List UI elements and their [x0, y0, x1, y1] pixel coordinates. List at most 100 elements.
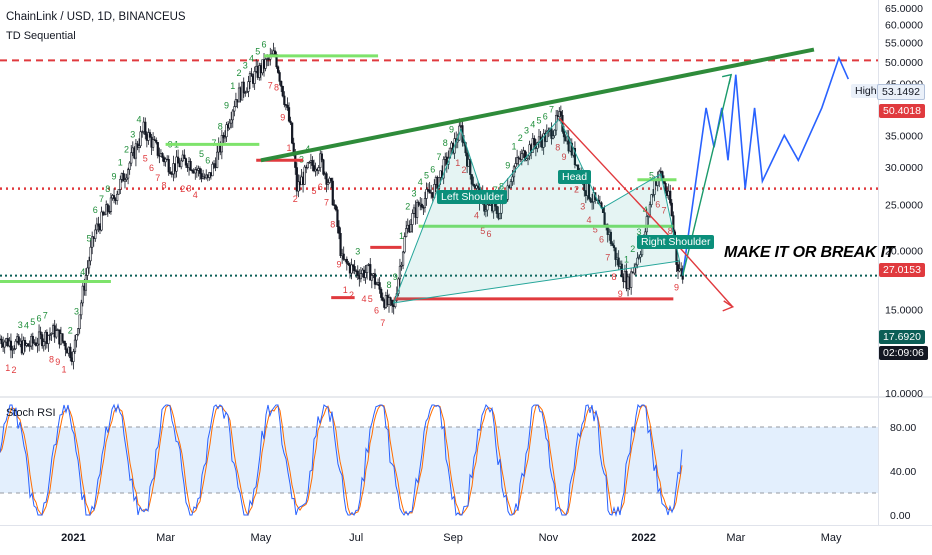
candle-body [403, 236, 406, 253]
td-count: 4 [193, 190, 198, 200]
candle-body [517, 157, 520, 159]
td-count: 1 [399, 231, 404, 241]
td-count: 2 [518, 133, 523, 143]
candle-body [600, 202, 603, 208]
candle-body [637, 256, 641, 259]
candle-body [148, 132, 152, 138]
candle-body [351, 264, 355, 267]
price-tick-label: 55.0000 [885, 37, 923, 49]
candle-body [330, 178, 333, 182]
td-count: 5 [199, 149, 204, 159]
td-count: 6 [599, 235, 604, 245]
candle-body [28, 345, 31, 348]
candle-body [278, 72, 281, 82]
td-count: 9 [280, 112, 285, 122]
td-count: 5 [368, 294, 373, 304]
td-count: 5 [593, 225, 598, 235]
candle-body [247, 81, 250, 92]
candle-body [253, 71, 256, 84]
candle-body [242, 81, 245, 94]
td-count: 3 [580, 201, 585, 211]
candle-body [156, 142, 159, 156]
candle-body [3, 341, 6, 348]
td-count: 9 [112, 171, 117, 181]
candle-body [106, 204, 109, 212]
candle-body [119, 178, 122, 190]
candle-body [183, 154, 186, 159]
candle-body [387, 297, 391, 305]
candle-body [373, 273, 377, 285]
high-value-badge: 53.1492 [877, 84, 925, 100]
candle-body [283, 95, 286, 105]
candle-body [311, 160, 314, 166]
td-count: 4 [530, 120, 535, 130]
candle-body [41, 334, 44, 347]
candle-body [476, 185, 480, 188]
high-label: High [851, 84, 881, 98]
candle-body [589, 198, 592, 202]
candle-body [164, 158, 167, 163]
candle-body [248, 73, 252, 82]
td-count: 2 [349, 290, 354, 300]
candle-body [139, 131, 142, 147]
td-count: 5 [424, 171, 429, 181]
candle-body [87, 260, 91, 269]
time-axis-label: May [251, 532, 272, 544]
candle-body [264, 59, 267, 69]
td-count: 2 [293, 194, 298, 204]
candle-body [551, 135, 555, 139]
candle-body [411, 213, 414, 225]
candle-body [442, 158, 445, 179]
candle-body [366, 264, 369, 273]
candle-body [144, 121, 147, 135]
td-count: 8 [443, 138, 448, 148]
td-count: 5 [255, 46, 260, 56]
candle-body [550, 128, 553, 139]
candle-body [545, 131, 548, 142]
td-count: 6 [486, 229, 491, 239]
candle-body [516, 157, 519, 164]
time-axis-label: 2021 [61, 532, 85, 544]
price-tick-label: 10.0000 [885, 388, 923, 400]
td-count: 3 [636, 227, 641, 237]
td-count: 8 [555, 142, 560, 152]
candle-body [48, 334, 52, 336]
td-count: 6 [149, 163, 154, 173]
candle-body [650, 194, 653, 205]
candle-body [617, 257, 620, 267]
candle-body [347, 263, 350, 266]
time-axis-label: Mar [726, 532, 745, 544]
candle-body [553, 129, 556, 136]
candle-body [498, 212, 502, 219]
td-count: 2 [630, 244, 635, 254]
head-label: Head [558, 170, 592, 184]
td-count: 8 [218, 122, 223, 132]
candle-body [350, 264, 353, 274]
candle-body [31, 336, 34, 344]
candle-body [62, 340, 66, 344]
candle-body [291, 122, 294, 144]
right-shoulder-label: Right Shoulder [637, 235, 715, 249]
candle-body [339, 233, 342, 256]
candle-body [559, 111, 562, 116]
td-count: 7 [99, 194, 104, 204]
td-count: 2 [574, 185, 579, 195]
td-count: 3 [18, 320, 23, 330]
td-count: 5 [143, 154, 148, 164]
td-count: 6 [430, 165, 435, 175]
candle-body [289, 120, 292, 124]
td-count: 4 [80, 267, 85, 277]
candle-body [533, 138, 536, 145]
td-count: 6 [93, 205, 98, 215]
candle-body [77, 328, 80, 335]
td-count: 5 [480, 226, 485, 236]
candle-body [609, 231, 612, 244]
candle-body [317, 167, 320, 171]
candle-body [72, 351, 75, 362]
candle-body [394, 300, 397, 307]
td-count: 2 [405, 202, 410, 212]
left-shoulder-label: Left Shoulder [437, 190, 508, 204]
candle-body [184, 158, 188, 166]
